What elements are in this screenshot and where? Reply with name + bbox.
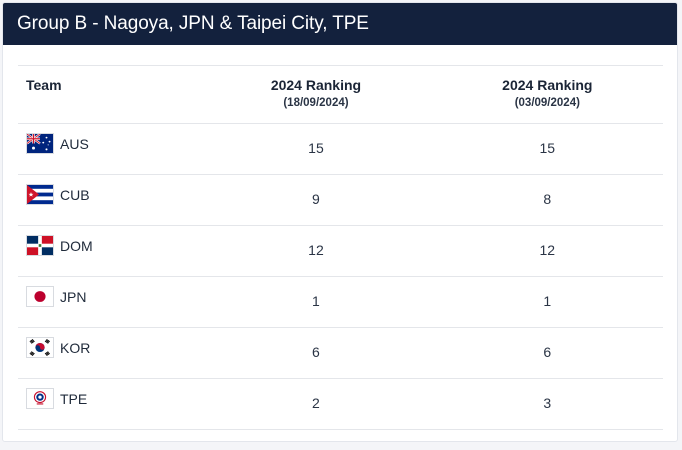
ranking-1-value: 15	[200, 123, 432, 175]
column-header-ranking-2: 2024 Ranking (03/09/2024)	[431, 65, 663, 124]
team-code: JPN	[60, 288, 87, 305]
dominican-republic-flag-icon	[26, 235, 54, 256]
column-header-team: Team	[18, 65, 201, 124]
team-cell: AUS	[18, 123, 201, 175]
ranking-2-value: 3	[431, 378, 663, 430]
table-row: TPE 2 3	[18, 378, 663, 430]
ranking-2-value: 12	[431, 225, 663, 277]
ranking-1-value: 12	[200, 225, 432, 277]
column-header-ranking-1-date: (18/09/2024)	[283, 97, 349, 109]
column-header-ranking-1: 2024 Ranking (18/09/2024)	[200, 65, 432, 124]
table-row: KOR 6 6	[18, 327, 663, 379]
group-card: Group B - Nagoya, JPN & Taipei City, TPE…	[2, 2, 678, 442]
ranking-1-value: 9	[200, 174, 432, 226]
column-header-ranking-2-label: 2024 Ranking	[502, 77, 593, 93]
ranking-2-value: 1	[431, 276, 663, 328]
australia-flag-icon	[26, 133, 54, 154]
table-header-row: Team 2024 Ranking (18/09/2024) 2024 Rank…	[18, 65, 663, 124]
table-row: AUS 15 15	[18, 123, 663, 175]
team-cell: JPN	[18, 276, 201, 328]
team-cell: KOR	[18, 327, 201, 379]
ranking-1-value: 2	[200, 378, 432, 430]
table-row: DOM 12 12	[18, 225, 663, 277]
team-cell: TPE	[18, 378, 201, 430]
ranking-2-value: 6	[431, 327, 663, 379]
team-cell: CUB	[18, 174, 201, 226]
ranking-table: Team 2024 Ranking (18/09/2024) 2024 Rank…	[18, 65, 663, 430]
chinese-taipei-flag-icon	[26, 388, 54, 409]
ranking-1-value: 1	[200, 276, 432, 328]
column-header-ranking-1-label: 2024 Ranking	[270, 77, 362, 93]
team-code: TPE	[60, 390, 88, 407]
table-row: JPN 1 1	[18, 276, 663, 328]
team-code: CUB	[60, 186, 90, 203]
ranking-1-value: 6	[200, 327, 432, 379]
team-cell: DOM	[18, 225, 201, 277]
ranking-2-value: 8	[431, 174, 663, 226]
team-code: DOM	[60, 237, 93, 254]
column-header-team-label: Team	[26, 77, 62, 93]
cuba-flag-icon	[26, 184, 54, 205]
team-code: KOR	[60, 339, 91, 356]
japan-flag-icon	[26, 286, 54, 307]
group-title: Group B - Nagoya, JPN & Taipei City, TPE	[3, 3, 677, 45]
ranking-table-wrap: Team 2024 Ranking (18/09/2024) 2024 Rank…	[18, 65, 663, 430]
table-row: CUB 9 8	[18, 174, 663, 226]
team-code: AUS	[60, 135, 89, 152]
column-header-ranking-2-date: (03/09/2024)	[514, 97, 580, 109]
south-korea-flag-icon	[26, 337, 54, 358]
ranking-2-value: 15	[431, 123, 663, 175]
